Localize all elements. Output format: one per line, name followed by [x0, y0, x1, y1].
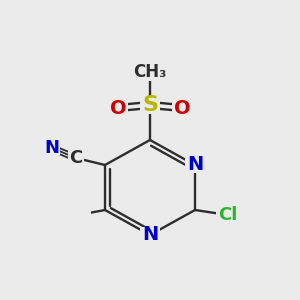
Bar — [140, 227, 160, 243]
Text: O: O — [174, 98, 190, 118]
Bar — [108, 100, 128, 116]
Bar — [140, 96, 160, 114]
Bar — [44, 141, 60, 155]
Bar — [65, 207, 91, 223]
Text: CH₃: CH₃ — [133, 63, 167, 81]
Text: N: N — [142, 226, 158, 244]
Bar — [135, 63, 165, 81]
Text: N: N — [187, 155, 203, 175]
Text: C: C — [69, 149, 82, 167]
Bar — [185, 157, 205, 173]
Bar — [172, 100, 192, 116]
Bar — [68, 151, 84, 165]
Text: S: S — [142, 95, 158, 115]
Text: Cl: Cl — [218, 206, 238, 224]
Text: O: O — [110, 98, 126, 118]
Text: N: N — [44, 139, 59, 157]
Bar — [216, 207, 240, 223]
